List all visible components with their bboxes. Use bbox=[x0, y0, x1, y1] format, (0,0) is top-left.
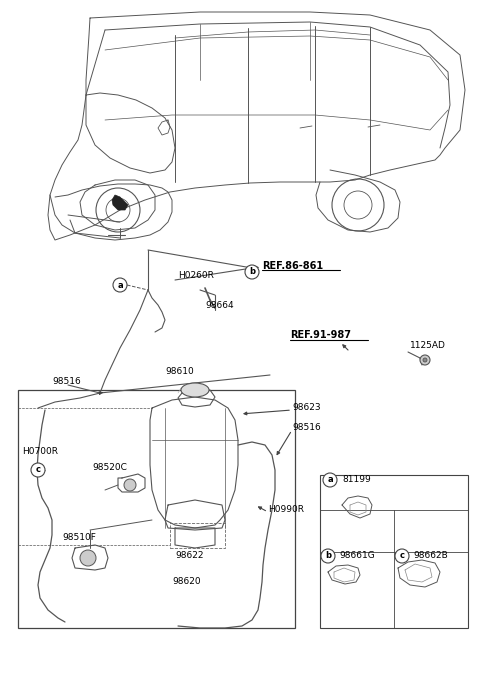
Text: b: b bbox=[249, 267, 255, 277]
Circle shape bbox=[420, 355, 430, 365]
Text: H0260R: H0260R bbox=[178, 271, 214, 279]
Circle shape bbox=[80, 550, 96, 566]
Circle shape bbox=[323, 473, 337, 487]
Text: 98516: 98516 bbox=[292, 423, 321, 431]
Text: 98610: 98610 bbox=[165, 367, 194, 376]
Text: 98662B: 98662B bbox=[413, 551, 448, 561]
Text: a: a bbox=[327, 476, 333, 485]
Text: 98516: 98516 bbox=[52, 378, 81, 386]
Circle shape bbox=[395, 549, 409, 563]
Circle shape bbox=[423, 358, 427, 362]
Text: c: c bbox=[399, 551, 405, 561]
Circle shape bbox=[124, 479, 136, 491]
Circle shape bbox=[245, 265, 259, 279]
Circle shape bbox=[321, 549, 335, 563]
Text: H0700R: H0700R bbox=[22, 448, 58, 456]
Circle shape bbox=[113, 278, 127, 292]
Text: 98661G: 98661G bbox=[339, 551, 375, 561]
Polygon shape bbox=[112, 195, 128, 210]
Text: c: c bbox=[36, 466, 40, 474]
Text: REF.86-861: REF.86-861 bbox=[262, 261, 323, 271]
Text: 98622: 98622 bbox=[175, 551, 204, 559]
Ellipse shape bbox=[181, 383, 209, 397]
Text: 1125AD: 1125AD bbox=[410, 341, 446, 349]
Circle shape bbox=[31, 463, 45, 477]
Text: 98664: 98664 bbox=[205, 301, 234, 310]
Text: 98623: 98623 bbox=[292, 404, 321, 413]
Text: b: b bbox=[325, 551, 331, 561]
Text: a: a bbox=[117, 281, 123, 289]
Text: 81199: 81199 bbox=[342, 476, 371, 485]
Text: 98620: 98620 bbox=[172, 577, 201, 586]
Text: 98520C: 98520C bbox=[92, 464, 127, 472]
Text: H0990R: H0990R bbox=[268, 505, 304, 514]
Bar bbox=[320, 475, 468, 628]
Text: REF.91-987: REF.91-987 bbox=[290, 330, 351, 340]
Text: 98510F: 98510F bbox=[62, 534, 96, 542]
Bar bbox=[170, 523, 225, 548]
Bar bbox=[18, 390, 295, 628]
